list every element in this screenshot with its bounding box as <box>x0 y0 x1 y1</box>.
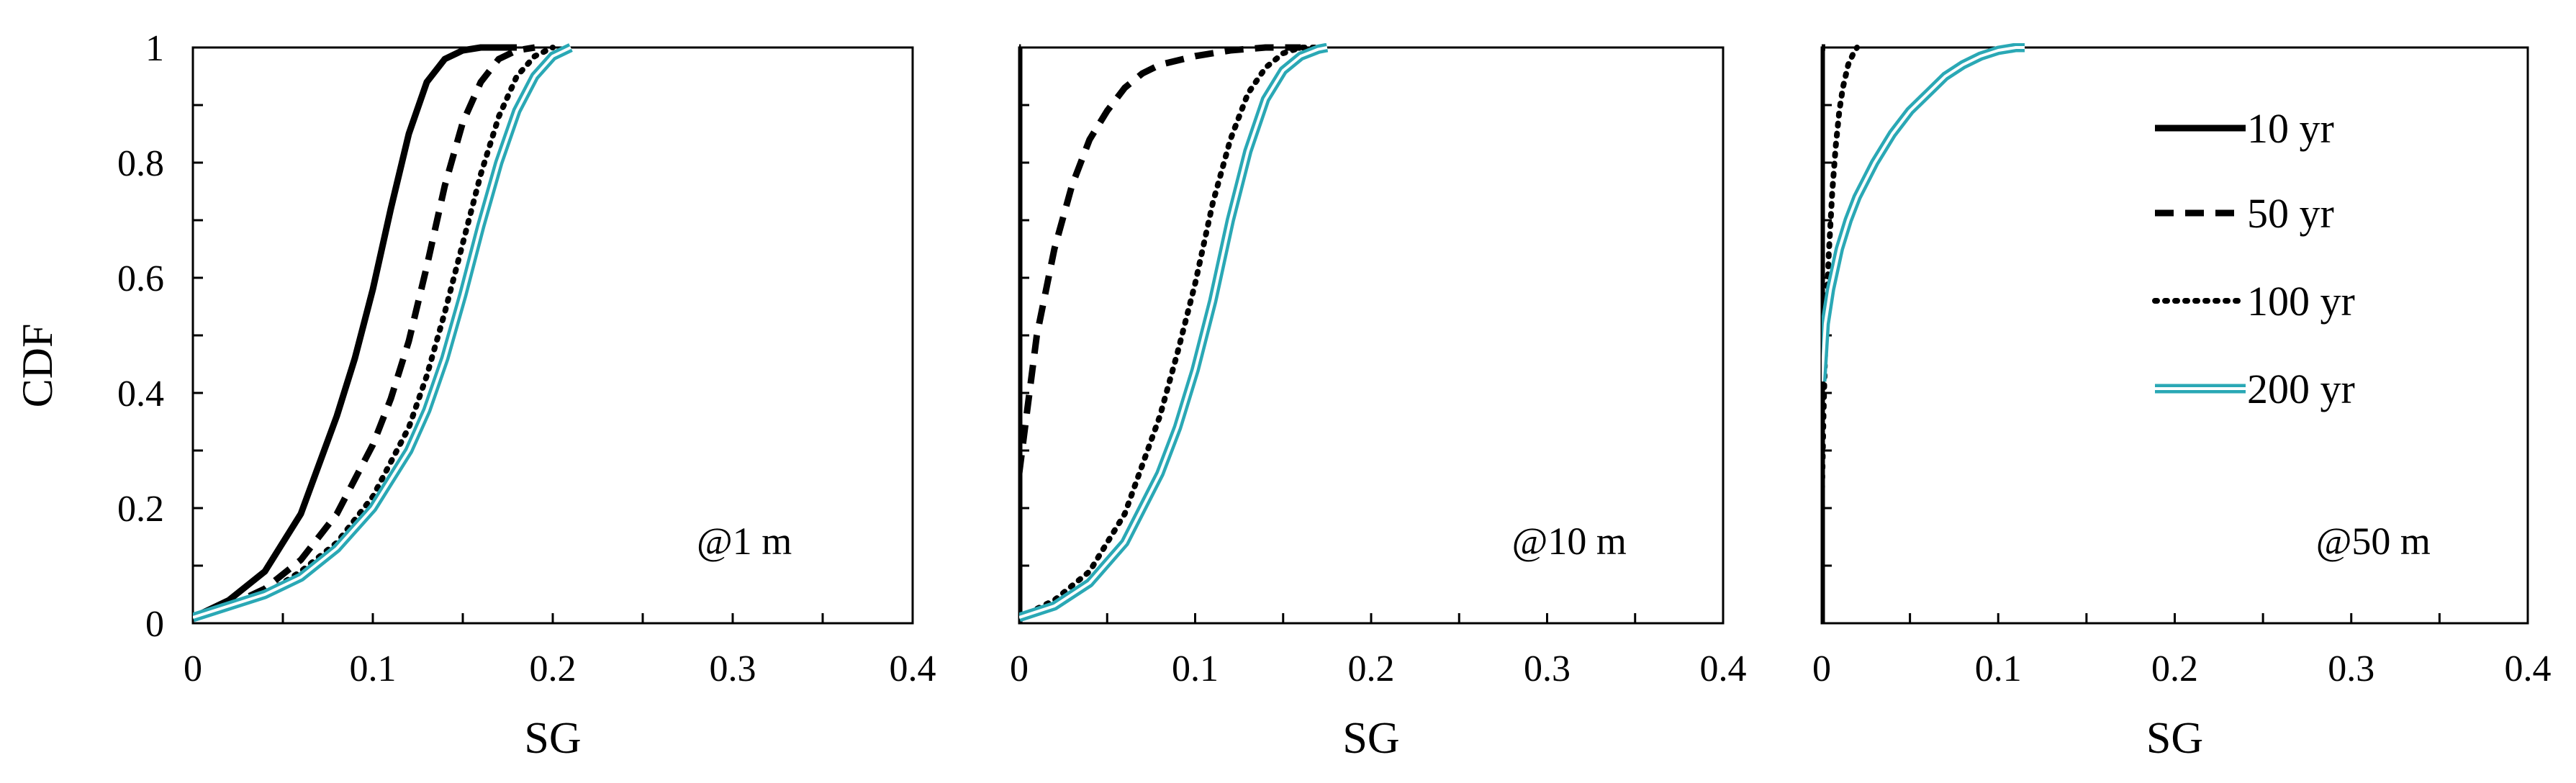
y-tick-label: 0.4 <box>117 374 164 415</box>
x-tick-label: 0.2 <box>1348 648 1395 689</box>
x-tick-label: 0.4 <box>2505 648 2552 689</box>
x-axis-label: SG <box>1342 714 1399 763</box>
x-tick-label: 0.2 <box>2151 648 2198 689</box>
y-tick-label: 0.2 <box>117 489 164 530</box>
x-axis-label: SG <box>524 714 581 763</box>
x-tick-label: 0.1 <box>350 648 397 689</box>
x-tick-label: 0.1 <box>1975 648 2022 689</box>
y-tick-label: 1 <box>145 28 164 69</box>
series-line-200-yr-inner <box>1019 46 1328 619</box>
panel-label: @50 m <box>2316 520 2431 563</box>
y-tick-label: 0.8 <box>117 143 164 184</box>
x-tick-label: 0.3 <box>1524 648 1571 689</box>
series-group <box>1019 43 1329 623</box>
series-line-50-yr <box>1822 44 1825 623</box>
chart-panel-1: 0 0.1 0.2 0.3 0.4 0 0.2 0.4 0.6 0.8 1 SG @1 m <box>117 28 936 763</box>
x-tick-label: 0.4 <box>890 648 936 689</box>
chart-panel-3: 0 0.1 0.2 0.3 0.4 SG @50 m <box>1812 43 2552 763</box>
legend-label-200-yr: 200 yr <box>2247 366 2355 412</box>
x-tick-label: 0 <box>184 648 202 689</box>
panel-label: @1 m <box>697 520 792 563</box>
chart-panel-2: 0 0.1 0.2 0.3 0.4 SG @10 m <box>1010 43 1747 763</box>
series-line-10-yr <box>1019 44 1023 623</box>
series-line-200-yr-inner <box>193 46 571 619</box>
x-tick-label: 0.3 <box>710 648 756 689</box>
legend: 10 yr 50 yr 100 yr 200 yr <box>2152 105 2355 412</box>
x-tick-label: 0.3 <box>2328 648 2374 689</box>
legend-label-100-yr: 100 yr <box>2247 278 2355 325</box>
series-line-100-yr <box>1019 45 1321 620</box>
x-tick-label: 0.2 <box>530 648 577 689</box>
x-tick-label: 0.4 <box>1700 648 1747 689</box>
y-axis-label: CDF <box>14 324 61 408</box>
y-tick-label: 0 <box>145 604 164 645</box>
panels: 0 0.1 0.2 0.3 0.4 0 0.2 0.4 0.6 0.8 1 SG @1 m 0 0.1 0.2… <box>117 28 2552 763</box>
x-tick-label: 0 <box>1812 648 1831 689</box>
series-group <box>1822 43 2025 623</box>
series-line-50-yr <box>193 44 535 621</box>
x-tick-label: 0 <box>1010 648 1029 689</box>
y-tick-label: 0.6 <box>117 258 164 299</box>
series-group <box>193 43 573 623</box>
x-axis-label: SG <box>2146 714 2203 763</box>
series-line-200-yr-inner <box>1822 46 2025 382</box>
x-tick-label: 0.1 <box>1172 648 1219 689</box>
legend-label-50-yr: 50 yr <box>2247 190 2334 237</box>
series-line-10-yr <box>193 44 517 621</box>
series-line-50-yr <box>1019 44 1301 474</box>
legend-label-10-yr: 10 yr <box>2247 105 2334 152</box>
panel-label: @10 m <box>1512 520 1627 563</box>
